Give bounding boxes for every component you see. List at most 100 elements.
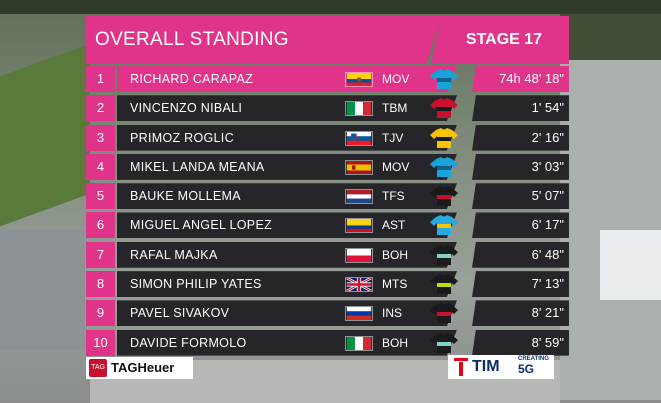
- position-number: 10: [86, 329, 115, 356]
- standings-row: 10 DAVIDE FORMOLO BOH 8' 59": [86, 329, 574, 356]
- time-bar: [472, 66, 569, 92]
- time-gap: 6' 17": [531, 217, 564, 233]
- rider-name: VINCENZO NIBALI: [130, 101, 243, 116]
- tim-5g-label: 5G: [518, 362, 535, 376]
- rider-name: RICHARD CARAPAZ: [130, 72, 254, 86]
- tagheuer-label: TAGHeuer: [111, 360, 175, 375]
- time-gap: 8' 21": [531, 305, 564, 321]
- uk-flag: [345, 277, 373, 293]
- standings-list: 1 RICHARD CARAPAZ MOV 74h 48' 18" 2 VINCENZO …: [86, 66, 574, 359]
- time-gap: 8' 59": [531, 334, 564, 350]
- standings-row: 2 VINCENZO NIBALI TBM 1' 54": [86, 95, 574, 122]
- position-number: 4: [86, 153, 115, 180]
- standings-row: 4 MIKEL LANDA MEANA MOV 3' 03": [86, 153, 574, 180]
- ecuador-flag: [345, 72, 373, 87]
- time-bar: [472, 95, 569, 122]
- standings-row: 5 BAUKE MOLLEMA TFS 5' 07": [86, 183, 574, 210]
- bora-hansgrohe-jersey-icon: [430, 332, 458, 353]
- netherlands-flag: [345, 189, 373, 205]
- rider-bar: [117, 271, 457, 298]
- panel-title: OVERALL STANDING: [86, 16, 441, 64]
- tim-creating-label: CREATING: [518, 356, 549, 362]
- trek-segafredo-jersey-icon: [430, 186, 458, 207]
- rider-bar: [117, 95, 457, 122]
- time-bar: [472, 183, 569, 210]
- standings-row: 9 PAVEL SIVAKOV INS 8' 21": [86, 300, 574, 327]
- astana-jersey-icon: [430, 215, 458, 236]
- rider-name: PRIMOZ ROGLIC: [130, 130, 234, 145]
- team-code: BOH: [382, 335, 409, 350]
- position-number: 3: [86, 124, 115, 151]
- time-gap: 74h 48' 18": [499, 71, 564, 86]
- rider-bar: [117, 241, 457, 268]
- tagheuer-logo: TAG TAGHeuer: [86, 357, 193, 379]
- position-number: 8: [86, 271, 115, 298]
- time-gap: 3' 03": [531, 158, 564, 174]
- team-code: MTS: [382, 277, 408, 292]
- tagheuer-shield-icon: TAG: [89, 359, 107, 377]
- tim-t-icon: [454, 358, 468, 376]
- rider-name: SIMON PHILIP YATES: [130, 277, 262, 292]
- team-code: AST: [382, 218, 406, 233]
- position-number: 9: [86, 300, 115, 327]
- rider-bar: [117, 66, 457, 92]
- movistar-jersey-icon: [430, 69, 458, 89]
- team-code: TJV: [382, 130, 404, 145]
- rider-name: PAVEL SIVAKOV: [130, 306, 230, 321]
- ineos-jersey-icon: [430, 303, 458, 324]
- standings-row: 3 PRIMOZ ROGLIC TJV 2' 16": [86, 124, 574, 151]
- rider-bar: [117, 329, 457, 356]
- team-code: MOV: [382, 72, 410, 86]
- slovenia-flag: [345, 130, 373, 146]
- time-bar: [472, 212, 569, 239]
- time-bar: [472, 153, 569, 180]
- standings-row: 6 MIGUEL ANGEL LOPEZ AST 6' 17": [86, 212, 574, 239]
- bahrain-merida-jersey-icon: [430, 98, 458, 119]
- colombia-flag: [345, 218, 373, 234]
- rider-bar: [117, 300, 457, 327]
- jumbo-visma-jersey-icon: [430, 127, 458, 148]
- tim-label: TIM: [472, 358, 500, 375]
- standings-row: 1 RICHARD CARAPAZ MOV 74h 48' 18": [86, 66, 574, 92]
- position-number: 5: [86, 183, 115, 210]
- rider-bar: [117, 183, 457, 210]
- rider-bar: [117, 124, 457, 151]
- rider-name: BAUKE MOLLEMA: [130, 189, 241, 204]
- rider-bar: [117, 153, 457, 180]
- time-bar: [472, 271, 569, 298]
- italy-flag: [345, 335, 373, 351]
- italy-flag: [345, 101, 373, 117]
- position-number: 7: [86, 241, 115, 268]
- team-code: MOV: [382, 159, 410, 174]
- stage-label: STAGE 17: [431, 16, 569, 64]
- mitchelton-scott-jersey-icon: [430, 274, 458, 295]
- time-bar: [472, 241, 569, 268]
- time-bar: [472, 124, 569, 151]
- tim-logo: TIM CREATING 5G: [448, 355, 554, 379]
- rider-name: MIGUEL ANGEL LOPEZ: [130, 218, 273, 233]
- position-number: 1: [86, 66, 115, 92]
- time-gap: 5' 07": [531, 188, 564, 204]
- time-bar: [472, 329, 569, 356]
- spain-flag: [345, 159, 373, 175]
- team-code: INS: [382, 306, 403, 321]
- team-code: TBM: [382, 101, 408, 116]
- standings-row: 7 RAFAL MAJKA BOH 6' 48": [86, 241, 574, 268]
- rider-bar: [117, 212, 457, 239]
- movistar-jersey-icon: [430, 156, 458, 177]
- standings-panel: OVERALL STANDING STAGE 17 1 RICHARD CARAP…: [86, 14, 574, 356]
- rider-name: DAVIDE FORMOLO: [130, 335, 247, 350]
- time-gap: 2' 16": [531, 129, 564, 145]
- time-gap: 7' 13": [531, 276, 564, 292]
- team-code: TFS: [382, 189, 405, 204]
- russia-flag: [345, 306, 373, 322]
- standings-row: 8 SIMON PHILIP YATES MTS 7' 13": [86, 271, 574, 298]
- team-code: BOH: [382, 247, 409, 262]
- position-number: 2: [86, 95, 115, 122]
- rider-name: MIKEL LANDA MEANA: [130, 159, 265, 174]
- time-gap: 1' 54": [531, 100, 564, 116]
- bora-hansgrohe-jersey-icon: [430, 244, 458, 265]
- time-gap: 6' 48": [531, 246, 564, 262]
- position-number: 6: [86, 212, 115, 239]
- poland-flag: [345, 247, 373, 263]
